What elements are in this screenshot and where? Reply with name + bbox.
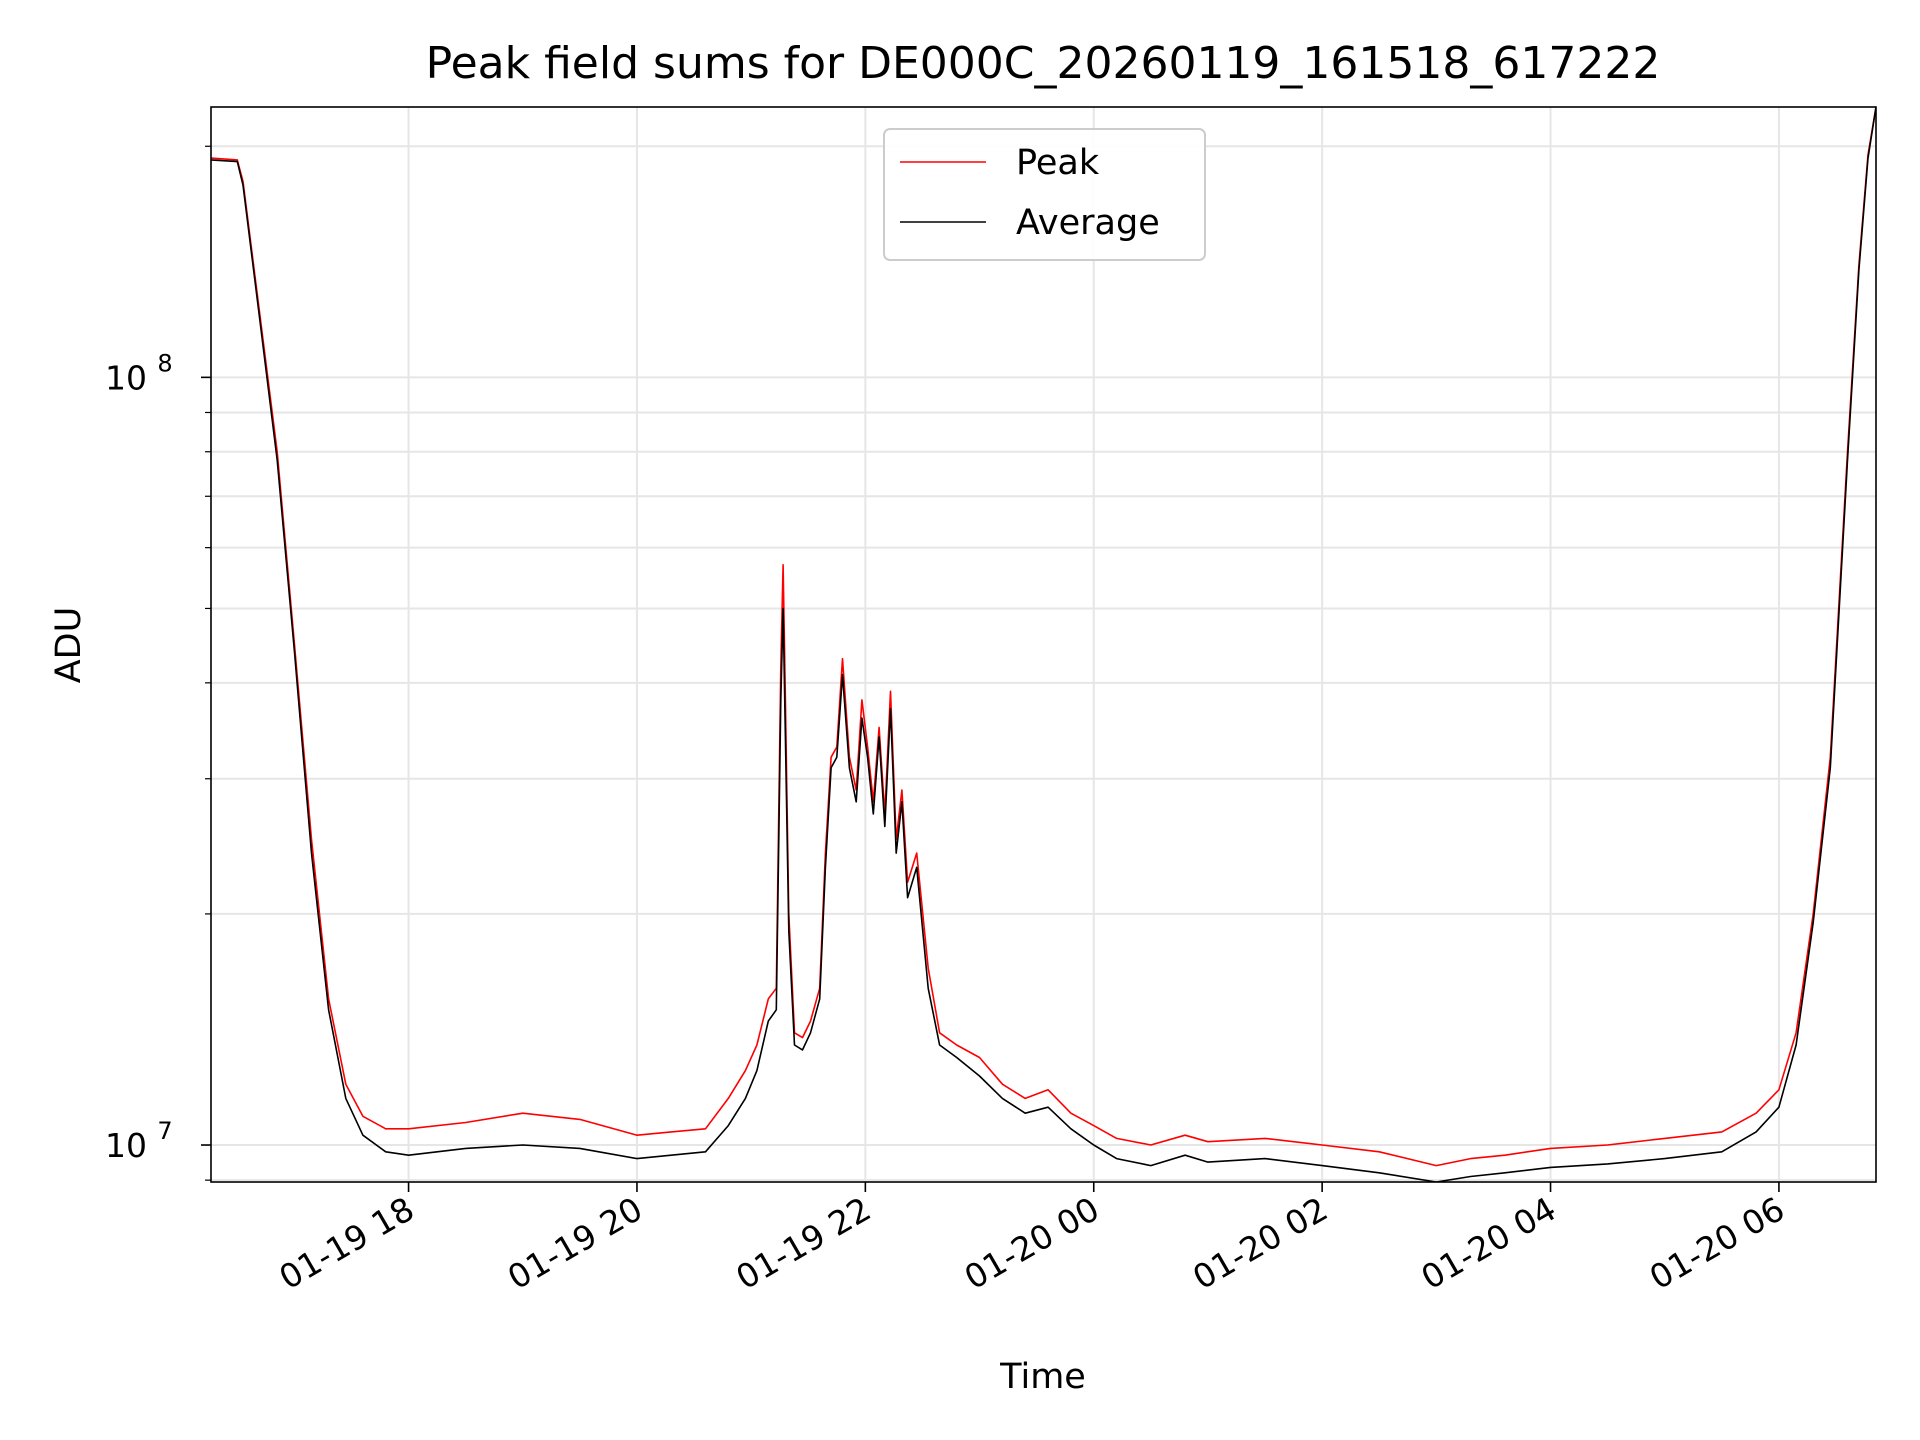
legend-peak-label: Peak xyxy=(1016,143,1100,183)
chart-title: Peak field sums for DE000C_20260119_1615… xyxy=(426,38,1661,89)
series-layer xyxy=(211,107,1876,1182)
series-line-average xyxy=(211,107,1876,1182)
grid xyxy=(211,107,1876,1182)
legend: Peak Average xyxy=(883,128,1206,261)
plot-frame xyxy=(210,106,1877,1183)
y-axis: 10 7 10 8 xyxy=(105,145,211,1181)
y-tick-exponent: 7 xyxy=(157,1117,172,1145)
series-group xyxy=(211,107,1876,1182)
y-tick-exponent: 8 xyxy=(157,349,172,377)
y-tick-label: 10 xyxy=(105,1126,147,1165)
x-axis-label: Time xyxy=(999,1357,1086,1397)
series-line-peak xyxy=(211,107,1876,1167)
y-tick-label: 10 xyxy=(105,358,147,397)
legend-average-label: Average xyxy=(1016,203,1160,243)
y-axis-label: ADU xyxy=(49,607,89,684)
